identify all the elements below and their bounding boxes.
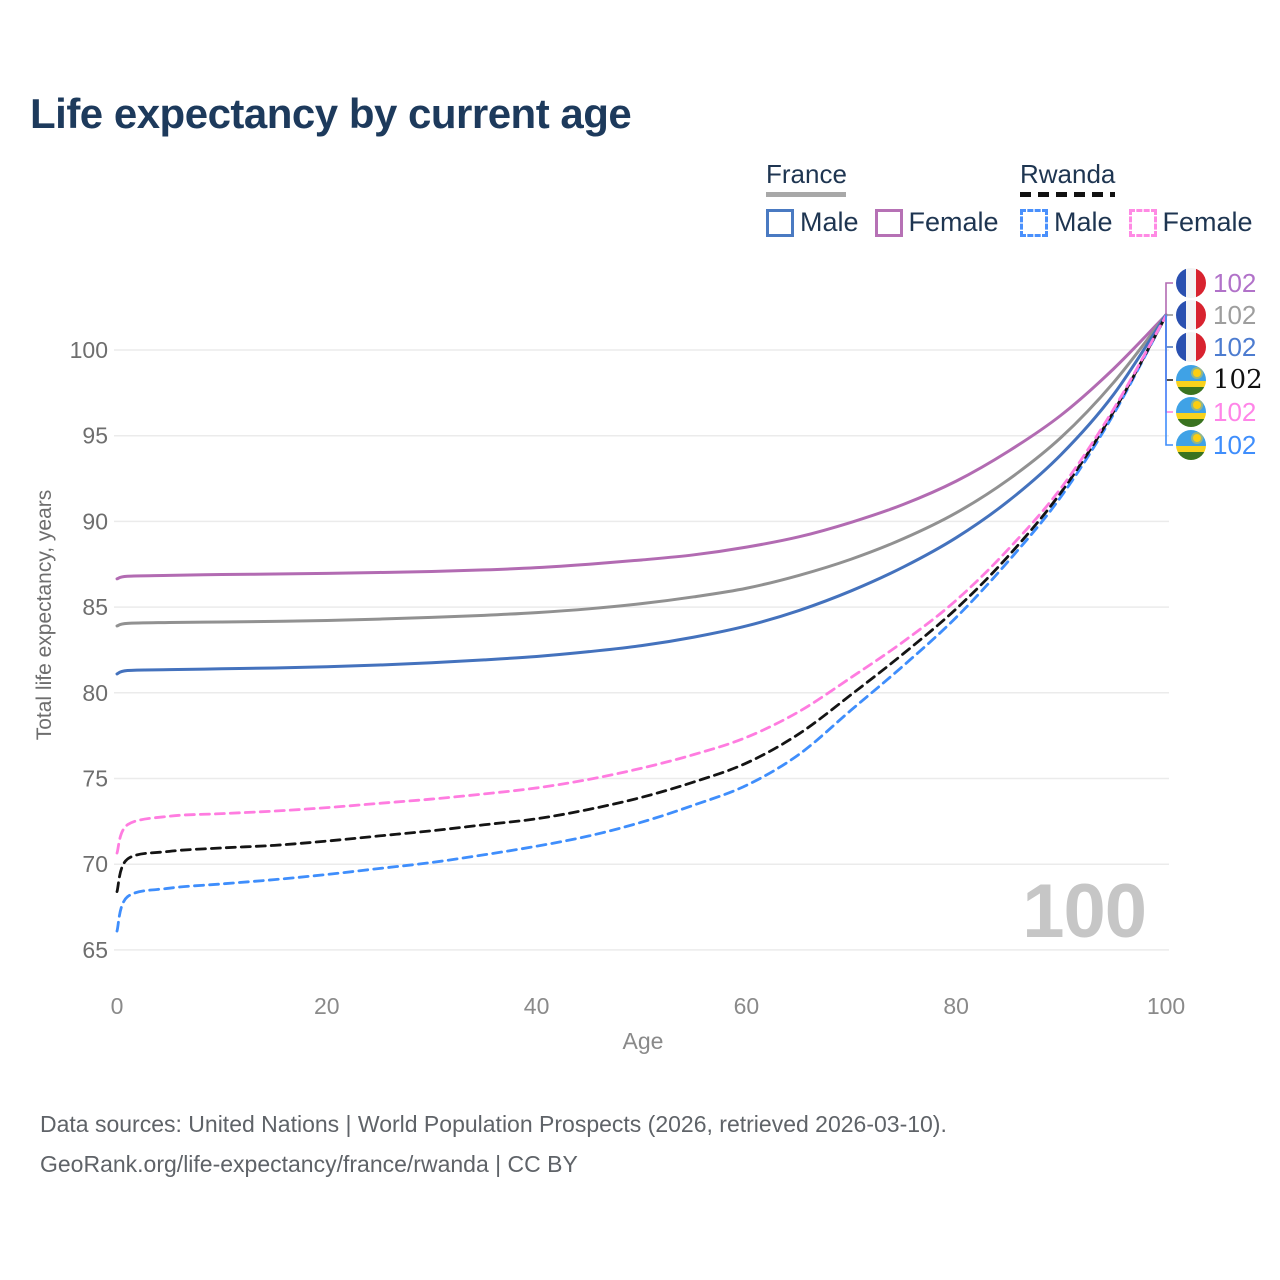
x-tick-0: 0 <box>111 993 124 1019</box>
x-tick-100: 100 <box>1147 993 1185 1019</box>
series-end-label-france-female: 102 <box>1176 268 1256 298</box>
y-tick-75: 75 <box>82 766 108 792</box>
y-tick-100: 100 <box>70 337 108 363</box>
rwanda-sun-icon <box>1193 401 1201 409</box>
y-tick-70: 70 <box>82 851 108 877</box>
x-tick-60: 60 <box>734 993 760 1019</box>
france-flag-icon <box>1176 332 1206 362</box>
series-line-france-both <box>115 313 1168 628</box>
rwanda-sun-icon <box>1193 434 1201 442</box>
rwanda-flag-icon <box>1176 365 1206 395</box>
leader-line-rwanda-female <box>1165 314 1173 413</box>
x-tick-80: 80 <box>943 993 969 1019</box>
y-tick-80: 80 <box>82 680 108 706</box>
series-line-france-female <box>115 313 1168 581</box>
series-line-rwanda-male <box>115 314 1168 933</box>
legend-country-france: France <box>766 159 847 189</box>
series-end-label-rwanda-female: 102 <box>1176 397 1256 427</box>
rwanda-flag-icon <box>1176 430 1206 460</box>
legend-checkbox-rwanda-male[interactable] <box>1020 208 1048 237</box>
y-tick-65: 65 <box>82 937 108 963</box>
legend-line-swatch-rwanda <box>1020 192 1115 197</box>
y-axis-title: Total life expectancy, years <box>33 489 56 741</box>
x-tick-20: 20 <box>314 993 340 1019</box>
footer-sources-line: Data sources: United Nations | World Pop… <box>40 1111 947 1137</box>
series-end-label-rwanda-male: 102 <box>1176 430 1256 460</box>
legend-label-rwanda-male[interactable]: Male <box>1054 207 1113 237</box>
rwanda-sun-icon <box>1193 369 1201 377</box>
legend-checkbox-france-male[interactable] <box>766 208 794 237</box>
x-tick-40: 40 <box>524 993 550 1019</box>
series-end-label-france-male: 102 <box>1176 332 1256 362</box>
series-line-france-male <box>115 313 1168 676</box>
end-value-france-male: 102 <box>1213 332 1257 362</box>
end-value-rwanda-both: 102 <box>1213 365 1263 395</box>
leader-line-rwanda-male <box>1165 314 1173 446</box>
y-tick-95: 95 <box>82 423 108 449</box>
legend-label-rwanda-female[interactable]: Female <box>1162 207 1253 237</box>
france-flag-icon <box>1176 300 1206 330</box>
legend-label-france-male[interactable]: Male <box>800 207 859 237</box>
series-end-label-france-both: 102 <box>1176 300 1256 330</box>
legend-group-rwanda: Rwanda Male Female <box>1020 160 1269 238</box>
leader-line-france-male <box>1165 314 1173 348</box>
leader-line-france-female <box>1165 282 1173 315</box>
rwanda-flag-icon <box>1176 397 1206 427</box>
end-value-rwanda-female: 102 <box>1213 397 1257 427</box>
legend-line-swatch-france <box>766 192 846 197</box>
legend-group-france: France Male Female <box>766 160 1015 238</box>
y-tick-85: 85 <box>82 594 108 620</box>
legend-label-france-female[interactable]: Female <box>908 207 999 237</box>
end-value-rwanda-male: 102 <box>1213 430 1257 460</box>
page-title: Life expectancy by current age <box>30 90 632 137</box>
legend-checkbox-france-female[interactable] <box>874 208 903 237</box>
legend-checkbox-rwanda-female[interactable] <box>1128 208 1157 237</box>
series-end-label-rwanda-both: 102 <box>1176 365 1263 395</box>
x-axis-title: Age <box>622 1028 664 1054</box>
footer-attribution-line: GeoRank.org/life-expectancy/france/rwand… <box>40 1151 578 1177</box>
legend-country-rwanda: Rwanda <box>1020 159 1116 189</box>
france-flag-icon <box>1176 268 1206 298</box>
y-tick-90: 90 <box>82 508 108 534</box>
series-line-rwanda-both <box>115 314 1168 894</box>
footer: Data sources: United Nations | World Pop… <box>40 1104 947 1184</box>
age-ticker-watermark: 100 <box>1022 869 1147 954</box>
end-value-france-female: 102 <box>1213 268 1257 298</box>
series-line-rwanda-female <box>115 314 1168 855</box>
end-value-france-both: 102 <box>1213 300 1257 330</box>
